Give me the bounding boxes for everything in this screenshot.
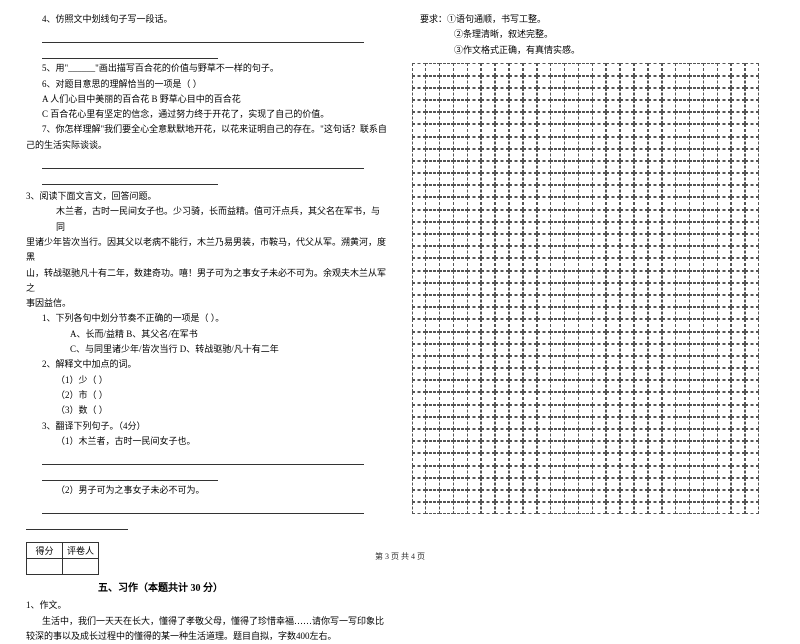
q7b: 己的生活实际谈谈。 <box>18 138 388 153</box>
blank <box>42 45 218 59</box>
zw1: 1、作文。 <box>18 598 388 613</box>
q4: 4、仿照文中划线句子写一段话。 <box>18 12 388 27</box>
q6c: C 百合花心里有坚定的信念，通过努力终于开花了，实现了自己的价值。 <box>18 107 388 122</box>
s2a: （1）少（ ） <box>18 373 388 388</box>
req1: 要求：①语句通顺，书写工整。 <box>412 12 782 27</box>
p3: 山，转战驱驰凡十有二年，数建奇功。嘻！男子可为之事女子未必不可为。余观夫木兰从军… <box>18 266 388 297</box>
q6: 6、对题目意思的理解恰当的一项是（ ） <box>18 77 388 92</box>
blank <box>42 451 364 465</box>
q6a: A 人们心目中美丽的百合花 B 野草心目中的百合花 <box>18 92 388 107</box>
blank <box>26 516 128 530</box>
writing-grid[interactable] <box>412 64 772 515</box>
q7a: 7、你怎样理解"我们要全心全意默默地开花，以花来证明自己的存在。"这句话？联系自 <box>18 122 388 137</box>
page-footer: 第 3 页 共 4 页 <box>0 551 800 562</box>
left-column: 4、仿照文中划线句子写一段话。 5、用"______"画出描写百合花的价值与野草… <box>0 0 400 565</box>
section-5-title: 五、习作（本题共计 30 分） <box>98 579 388 594</box>
s3a: （1）木兰者，古时一民间女子也。 <box>18 434 388 449</box>
blank <box>42 171 218 185</box>
s2: 2、解释文中加点的词。 <box>18 357 388 372</box>
zw2: 生活中，我们一天天在长大，懂得了孝敬父母，懂得了珍惜幸福……请你写一写印象比 <box>18 614 388 629</box>
req3: ③作文格式正确，有真情实感。 <box>412 43 782 58</box>
s1: 1、下列各句中划分节奏不正确的一项是（ ）。 <box>18 311 388 326</box>
blank <box>42 155 364 169</box>
q5: 5、用"______"画出描写百合花的价值与野草不一样的句子。 <box>18 61 388 76</box>
q3head: 3、阅读下面文言文，回答问题。 <box>18 189 388 204</box>
right-column: 要求：①语句通顺，书写工整。 ②条理清晰，叙述完整。 ③作文格式正确，有真情实感… <box>400 0 800 565</box>
s1c: C、与同里诸少年/皆次当行 D、转战驱驰/凡十有二年 <box>18 342 388 357</box>
s3: 3、翻译下列句子。（4分） <box>18 419 388 434</box>
p2: 里诸少年皆次当行。因其父以老病不能行，木兰乃易男装，市鞍马，代父从军。溯黄河，度… <box>18 235 388 266</box>
p4: 事因益信。 <box>18 296 388 311</box>
s3b: （2）男子可为之事女子未必不可为。 <box>18 483 388 498</box>
blank <box>42 500 364 514</box>
s2b: （2）市（ ） <box>18 388 388 403</box>
blank <box>42 29 364 43</box>
req2: ②条理清晰，叙述完整。 <box>412 27 782 42</box>
s2c: （3）数（ ） <box>18 403 388 418</box>
zw3: 较深的事以及成长过程中的懂得的某一种生活道理。题目自拟，字数400左右。 <box>18 629 388 644</box>
p1: 木兰者，古时一民间女子也。少习骑，长而益精。值可汗点兵，其父名在军书，与同 <box>18 204 388 235</box>
blank <box>42 467 218 481</box>
s1a: A、长而/益精 B、其父名/在军书 <box>18 327 388 342</box>
